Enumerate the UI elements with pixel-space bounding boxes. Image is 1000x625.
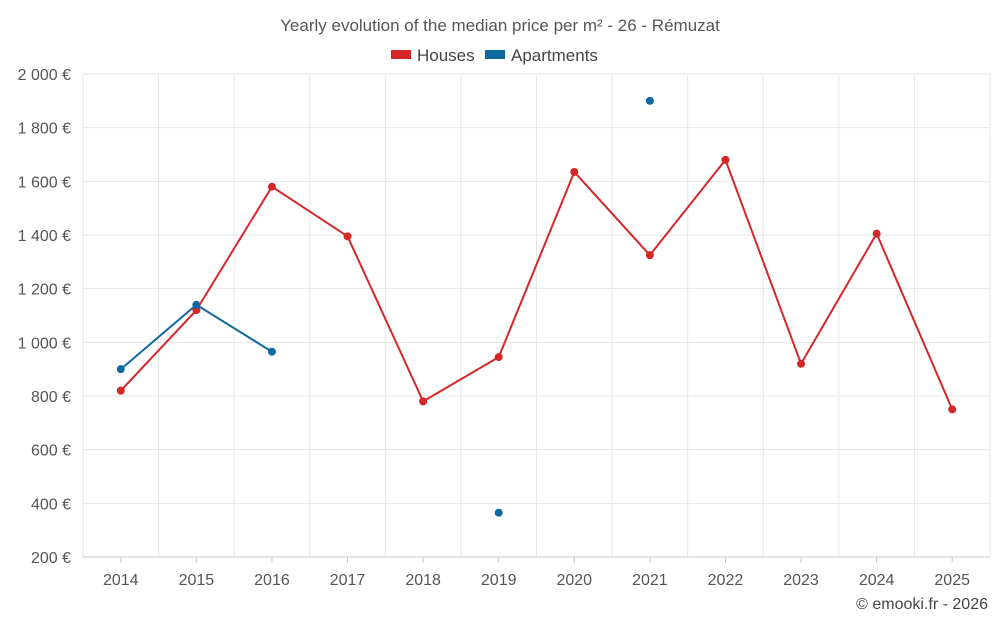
x-axis: 2014 2015 2016 2017 2018 2019 2020 2021 2022 2023…: [83, 556, 990, 589]
legend-swatch-apartments: [485, 50, 505, 59]
series-line-houses: [120, 158, 954, 410]
y-axis: 200 € 400 € 600 € 800 € 1 000 € 1 200 € 1 400 …: [18, 67, 71, 567]
x-tick-label: 2025: [934, 572, 970, 589]
y-tick-label: 800 €: [31, 389, 71, 406]
data-point-houses[interactable]: [872, 229, 881, 238]
legend-label-apartments[interactable]: Apartments: [511, 46, 598, 65]
x-tick-label: 2017: [330, 572, 366, 589]
x-tick-label: 2024: [859, 572, 895, 589]
y-tick-label: 400 €: [31, 496, 71, 513]
legend-label-houses[interactable]: Houses: [417, 46, 475, 65]
data-point-apartments[interactable]: [645, 96, 654, 105]
x-tick-label: 2014: [103, 572, 139, 589]
data-point-apartments[interactable]: [267, 347, 276, 356]
y-tick-label: 1 000 €: [18, 335, 71, 352]
x-tick-label: 2022: [708, 572, 744, 589]
data-point-houses[interactable]: [494, 353, 503, 362]
x-tick-label: 2019: [481, 572, 517, 589]
legend-swatch-houses: [391, 50, 411, 59]
chart-title: Yearly evolution of the median price per…: [280, 16, 720, 35]
x-tick-label: 2018: [405, 572, 441, 589]
data-point-houses[interactable]: [267, 182, 276, 191]
y-tick-label: 200 €: [31, 550, 71, 567]
grid: [82, 73, 991, 558]
legend: Houses Apartments: [391, 46, 598, 65]
data-point-houses[interactable]: [948, 405, 957, 414]
y-tick-label: 1 600 €: [18, 174, 71, 191]
data-point-houses[interactable]: [721, 155, 730, 164]
series-line-apartments: [120, 303, 273, 370]
x-tick-label: 2021: [632, 572, 668, 589]
x-tick-label: 2016: [254, 572, 290, 589]
y-tick-label: 1 400 €: [18, 228, 71, 245]
data-point-houses[interactable]: [570, 167, 579, 176]
data-point-apartments[interactable]: [116, 365, 125, 374]
credit-text: © emooki.fr - 2026: [856, 596, 988, 613]
x-tick-label: 2015: [179, 572, 215, 589]
data-point-houses[interactable]: [419, 397, 428, 406]
y-tick-label: 600 €: [31, 443, 71, 460]
data-point-houses[interactable]: [343, 232, 352, 241]
x-tick-label: 2023: [783, 572, 819, 589]
data-point-houses[interactable]: [116, 386, 125, 395]
data-point-houses[interactable]: [645, 251, 654, 260]
x-tick-label: 2020: [556, 572, 592, 589]
data-point-houses[interactable]: [797, 359, 806, 368]
y-tick-label: 1 800 €: [18, 121, 71, 138]
y-tick-label: 2 000 €: [18, 67, 71, 84]
data-point-apartments[interactable]: [494, 508, 503, 517]
series-points: [116, 96, 957, 517]
data-point-apartments[interactable]: [192, 300, 201, 309]
y-tick-label: 1 200 €: [18, 282, 71, 299]
